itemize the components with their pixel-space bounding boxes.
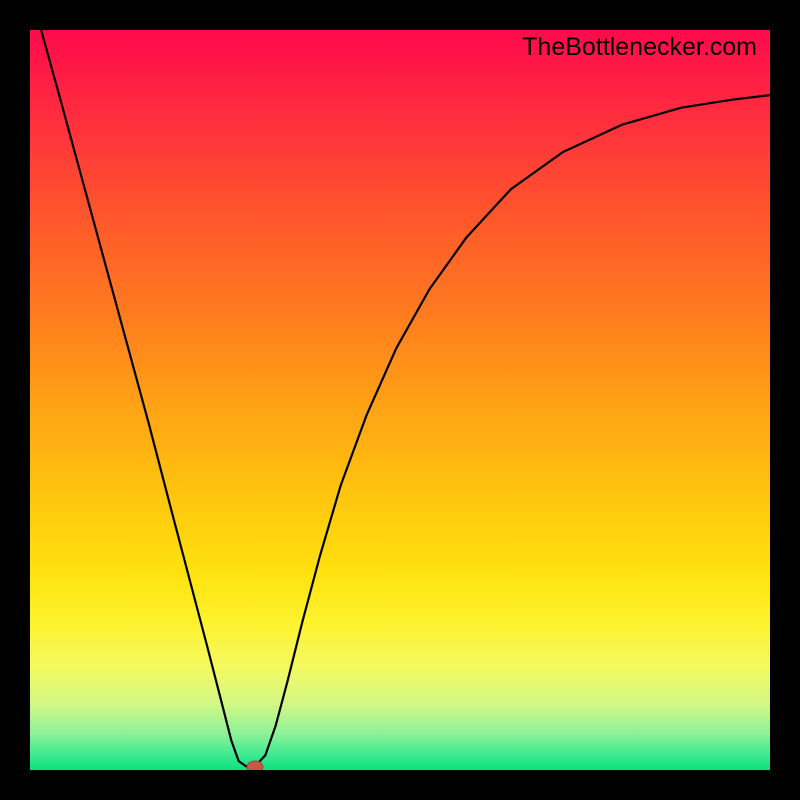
chart-plot-area: TheBottlenecker.com <box>30 30 770 770</box>
bottleneck-curve <box>41 30 770 766</box>
chart-outer-frame: TheBottlenecker.com <box>0 0 800 800</box>
watermark-text: TheBottlenecker.com <box>522 33 757 62</box>
chart-curve-layer <box>30 30 770 770</box>
bottleneck-marker <box>247 761 263 770</box>
